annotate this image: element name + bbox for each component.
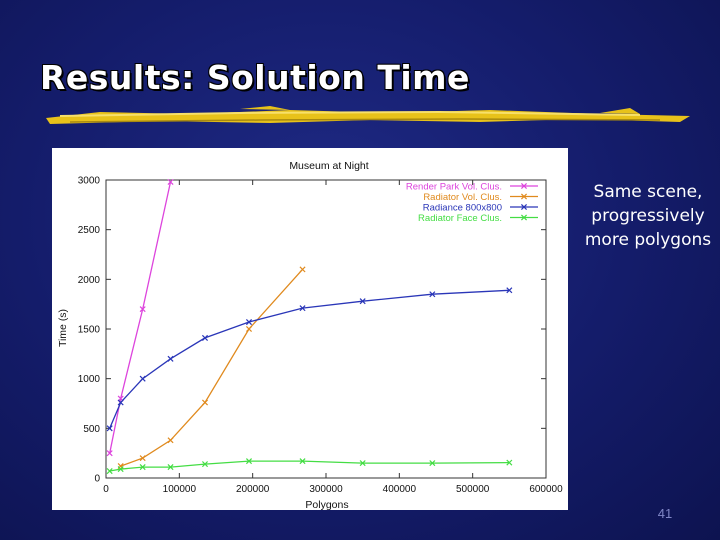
y-tick-label: 2000	[78, 275, 101, 286]
chart-panel: Museum at Night Polygons Time (s) 0 500 10…	[52, 148, 568, 510]
legend-label: Radiance 800x800	[423, 203, 502, 214]
x-tick-label: 100000	[163, 484, 197, 495]
x-axis-label: Polygons	[305, 499, 348, 510]
plot-frame	[105, 179, 547, 479]
series-point	[245, 319, 253, 326]
series-point	[245, 325, 253, 333]
series-point	[139, 455, 146, 462]
series-point	[359, 298, 366, 305]
series-line	[109, 289, 510, 429]
solution-time-chart: Museum at Night Polygons Time (s) 0 500 10…	[57, 160, 563, 510]
x-tick-label: 400000	[383, 484, 417, 495]
series-point	[429, 460, 436, 467]
series-point	[117, 399, 124, 406]
y-tick-label: 2500	[78, 225, 101, 236]
series-point	[359, 460, 366, 467]
y-tick-label: 500	[83, 424, 100, 435]
x-tick-label: 0	[103, 484, 109, 495]
series-point	[245, 458, 253, 465]
series-point	[299, 266, 306, 273]
series-point	[106, 468, 113, 475]
x-tick-label: 300000	[309, 484, 343, 495]
y-axis-label: Time (s)	[57, 309, 69, 347]
series-point	[167, 464, 174, 471]
y-tick-label: 3000	[78, 176, 101, 187]
series-point	[167, 437, 174, 444]
series-point	[117, 466, 124, 473]
x-tick-label: 200000	[236, 484, 270, 495]
legend-label: Radiator Face Clus.	[418, 213, 502, 224]
series-point	[106, 425, 113, 432]
series-point	[106, 450, 113, 457]
chart-title: Museum at Night	[289, 160, 368, 172]
side-note: Same scene, progressively more polygons	[584, 182, 712, 250]
title-underline-stroke	[46, 106, 690, 124]
series-point	[506, 287, 513, 294]
legend-label: Render Park Vol. Clus.	[406, 182, 502, 193]
series-point	[299, 458, 306, 465]
series-point	[201, 461, 209, 468]
series-point	[167, 178, 174, 186]
series-point	[139, 375, 146, 382]
series-point	[139, 306, 146, 313]
series-point	[429, 291, 436, 298]
series-line	[120, 268, 303, 467]
x-tick-label: 600000	[529, 484, 563, 495]
legend-label: Radiator Vol. Clus.	[423, 192, 502, 203]
series-point	[167, 355, 174, 362]
legend-marker	[520, 193, 528, 200]
y-tick-label: 1500	[78, 325, 101, 336]
series-point	[506, 459, 513, 466]
legend-marker	[520, 182, 528, 190]
series-line	[109, 181, 172, 454]
x-tick-label: 500000	[456, 484, 490, 495]
y-tick-label: 0	[94, 474, 100, 485]
series-point	[201, 399, 209, 406]
y-tick-label: 1000	[78, 374, 101, 385]
series-point	[299, 305, 306, 312]
series-point	[201, 334, 209, 341]
legend-marker	[520, 203, 528, 211]
series-line	[109, 460, 510, 472]
slide-title: Results: Solution Time	[40, 58, 470, 97]
legend-marker	[520, 214, 528, 221]
series-point	[139, 464, 146, 471]
page-number: 41	[657, 506, 673, 521]
